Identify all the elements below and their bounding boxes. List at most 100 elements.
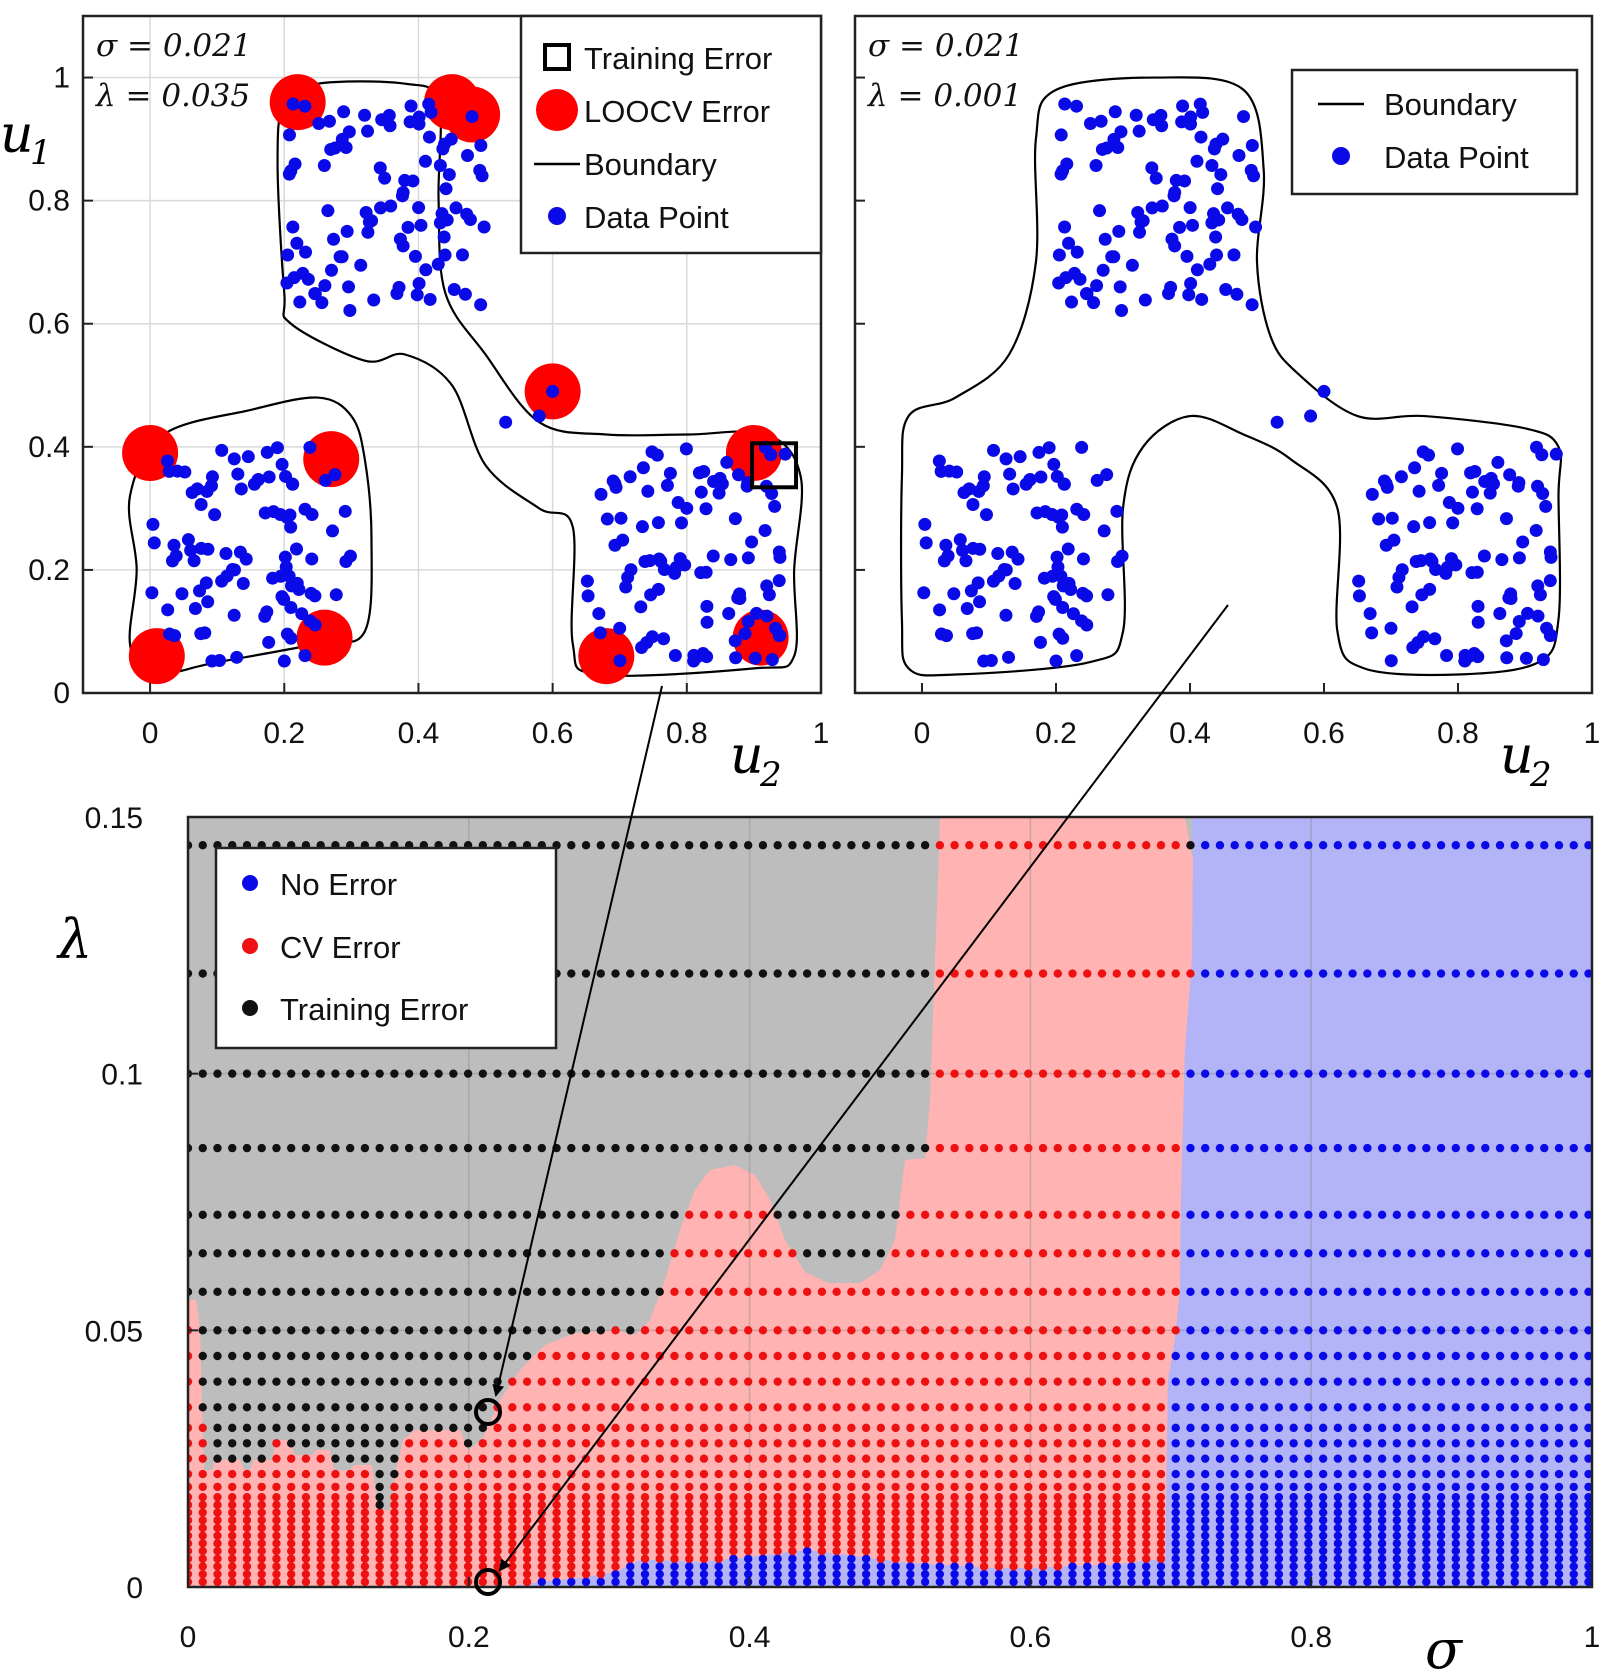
grid-point [906,1287,915,1297]
grid-point [567,1577,576,1587]
grid-point [1142,1546,1151,1556]
grid-point [286,1577,296,1587]
grid-point [286,1287,296,1297]
grid-point [640,1143,650,1153]
grid-point [537,1287,547,1297]
data-point [939,629,953,643]
grid-point [1009,1069,1018,1078]
grid-point [1215,841,1225,850]
grid-point [1274,1562,1284,1571]
grid-point [1569,1577,1578,1587]
grid-point [832,1351,841,1361]
grid-point [920,1143,930,1153]
grid-point [360,1069,370,1078]
grid-point [1407,1523,1416,1533]
grid-point [1127,1351,1136,1361]
grid-point [360,1351,370,1361]
data-point [296,266,310,280]
grid-point [729,1423,738,1433]
grid-point [1083,1069,1092,1078]
grid-point [1495,1508,1505,1517]
grid-point [1083,1249,1092,1258]
grid-point [1142,841,1151,850]
data-point [327,232,341,246]
data-point [1019,477,1033,491]
grid-point [213,1326,222,1335]
grid-point [522,1546,532,1556]
grid-point [1289,1069,1298,1078]
grid-point [1304,1351,1313,1361]
data-point [396,239,410,253]
grid-point [1083,1210,1092,1220]
grid-point [375,1326,384,1335]
grid-point [1377,1569,1387,1579]
grid-point [802,1287,812,1297]
grid-point [950,841,959,850]
grid-point [1569,1492,1578,1502]
data-point [477,220,491,234]
grid-point [729,1454,738,1463]
tick-label-x: 1 [1584,1621,1600,1654]
grid-point [449,1403,458,1412]
grid-point [965,1210,974,1220]
grid-point [1318,1069,1328,1078]
grid-point [611,1287,620,1297]
grid-point [861,1069,871,1078]
grid-point [817,1546,827,1556]
grid-point [685,1500,694,1510]
grid-point [1363,1516,1372,1525]
grid-point [449,1469,458,1479]
grid-point [1363,1562,1372,1571]
data-point [1387,533,1401,547]
grid-point [802,1423,812,1433]
grid-point [1569,1287,1578,1297]
grid-point [861,1423,871,1433]
grid-point [640,1423,650,1433]
grid-point [375,1403,384,1412]
grid-point [1112,1287,1121,1297]
grid-point [1377,1554,1387,1563]
grid-point [1377,1539,1387,1548]
grid-point [891,1523,900,1533]
grid-point [626,1287,635,1297]
grid-point [1112,1546,1121,1556]
grid-point [1112,1326,1121,1335]
grid-point [640,1539,650,1548]
data-point [964,584,978,598]
grid-point [390,1351,399,1361]
grid-point [596,1577,605,1587]
grid-point [463,1469,473,1479]
grid-point [1333,1326,1343,1335]
grid-point [670,1326,679,1335]
data-point [1182,288,1196,302]
grid-point [1009,1516,1018,1525]
grid-point [655,1492,664,1502]
grid-point [1009,1523,1018,1533]
grid-point [1466,1508,1475,1517]
data-point [188,601,202,615]
grid-point [1024,1143,1033,1153]
grid-point [1554,1562,1564,1571]
grid-point [611,1143,620,1153]
grid-point [478,1546,488,1556]
data-point [663,466,677,480]
grid-point [1083,1569,1092,1579]
grid-point [213,1546,222,1556]
grid-point [979,1403,989,1412]
grid-point [567,1143,576,1153]
grid-point [640,1516,650,1525]
grid-point [1407,969,1416,978]
grid-point [493,1069,502,1078]
data-point [234,482,248,496]
grid-point [1053,1210,1062,1220]
grid-point [213,1469,222,1479]
grid-point [301,1210,311,1220]
grid-point [1259,1326,1269,1335]
grid-point [1584,1523,1592,1533]
grid-point [994,1539,1004,1548]
grid-point [1333,1531,1343,1540]
grid-point [493,1482,502,1492]
grid-point [832,1500,841,1510]
data-point [447,282,461,296]
grid-point [1333,1439,1343,1448]
